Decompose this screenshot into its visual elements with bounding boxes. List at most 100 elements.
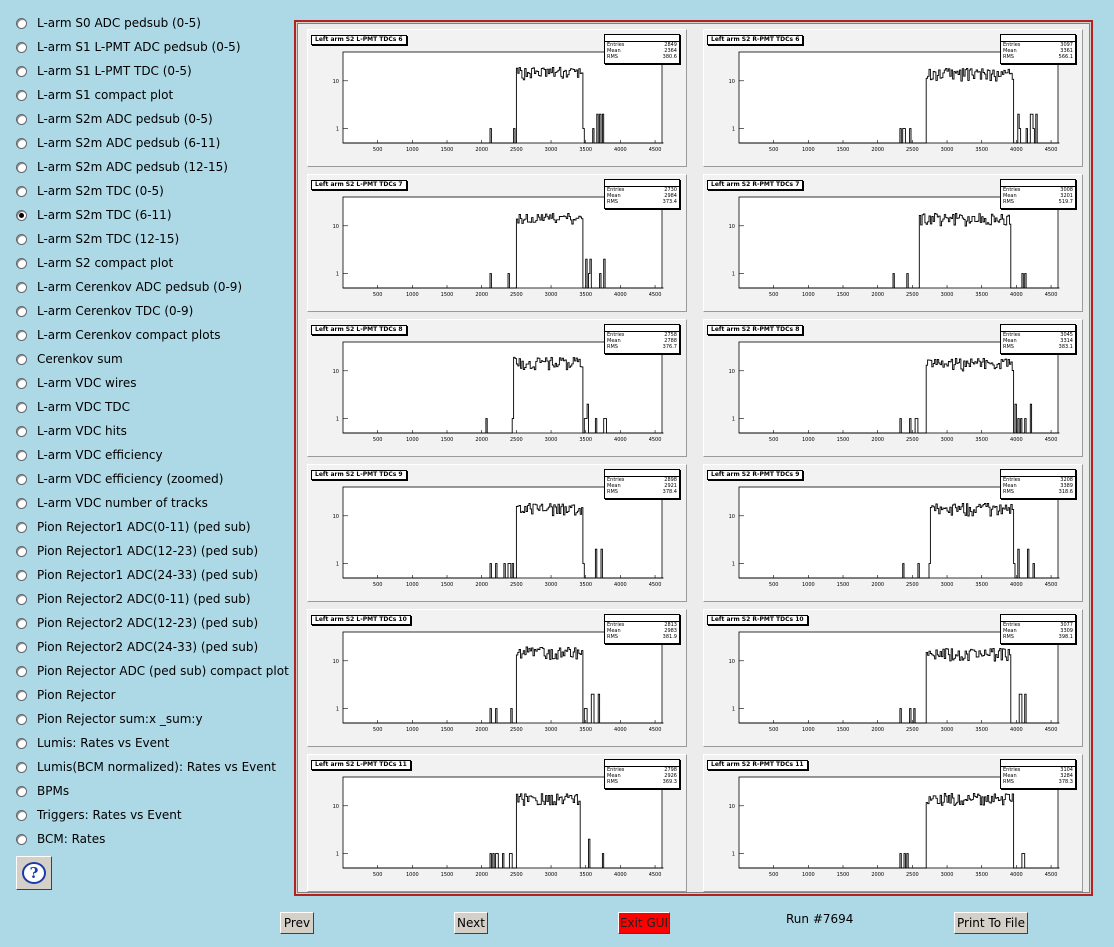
menu-radio-item[interactable]: BCM: Rates — [16, 829, 105, 849]
radio-button-icon[interactable] — [16, 785, 27, 797]
radio-button-icon[interactable] — [16, 401, 27, 413]
radio-button-icon[interactable] — [16, 305, 27, 317]
radio-button-icon[interactable] — [16, 761, 27, 773]
histogram-pad[interactable]: 500 1000 1500 2000 2500 3000 3500 4000 4500 10 1 Le… — [703, 464, 1083, 602]
menu-radio-item[interactable]: L-arm S1 compact plot — [16, 85, 173, 105]
menu-radio-item[interactable]: L-arm Cerenkov ADC pedsub (0-9) — [16, 277, 242, 297]
radio-button-icon[interactable] — [16, 473, 27, 485]
radio-button-icon[interactable] — [16, 689, 27, 701]
histogram-series-line — [343, 646, 664, 724]
radio-button-icon[interactable] — [16, 809, 27, 821]
radio-button-icon[interactable] — [16, 281, 27, 293]
radio-button-icon[interactable] — [16, 665, 27, 677]
stats-box-header — [605, 470, 679, 477]
y-tick-label: 10 — [729, 514, 735, 520]
print-to-file-button[interactable]: Print To File — [954, 912, 1028, 934]
histogram-pad[interactable]: 500 1000 1500 2000 2500 3000 3500 4000 4500 10 1 Le… — [703, 609, 1083, 747]
histogram-pad[interactable]: 500 1000 1500 2000 2500 3000 3500 4000 4500 10 1 Le… — [703, 319, 1083, 457]
radio-button-icon[interactable] — [16, 209, 27, 221]
histogram-pad[interactable]: 500 1000 1500 2000 2500 3000 3500 4000 4500 10 1 Le… — [307, 754, 687, 892]
radio-button-icon[interactable] — [16, 521, 27, 533]
menu-radio-item[interactable]: L-arm VDC TDC — [16, 397, 130, 417]
menu-radio-item[interactable]: L-arm S2m ADC pedsub (12-15) — [16, 157, 228, 177]
radio-button-icon[interactable] — [16, 449, 27, 461]
next-button[interactable]: Next — [454, 912, 488, 934]
radio-button-icon[interactable] — [16, 257, 27, 269]
menu-radio-item[interactable]: L-arm S2 compact plot — [16, 253, 173, 273]
menu-radio-item[interactable]: Triggers: Rates vs Event — [16, 805, 182, 825]
menu-radio-item[interactable]: L-arm S2m TDC (6-11) — [16, 205, 172, 225]
radio-button-icon[interactable] — [16, 569, 27, 581]
histogram-pad[interactable]: 500 1000 1500 2000 2500 3000 3500 4000 4500 10 1 Le… — [307, 29, 687, 167]
histogram-pad[interactable]: 500 1000 1500 2000 2500 3000 3500 4000 4500 10 1 Le… — [703, 174, 1083, 312]
x-tick-label: 4000 — [1010, 582, 1023, 588]
histogram-pad[interactable]: 500 1000 1500 2000 2500 3000 3500 4000 4500 10 1 Le… — [307, 174, 687, 312]
menu-radio-item[interactable]: Cerenkov sum — [16, 349, 123, 369]
menu-radio-item[interactable]: Pion Rejector sum:x _sum:y — [16, 709, 203, 729]
menu-radio-item[interactable]: Pion Rejector1 ADC(0-11) (ped sub) — [16, 517, 251, 537]
y-tick-label: 10 — [729, 804, 735, 810]
menu-radio-item[interactable]: L-arm Cerenkov TDC (0-9) — [16, 301, 193, 321]
menu-radio-item[interactable]: L-arm S2m ADC pedsub (6-11) — [16, 133, 220, 153]
menu-radio-item[interactable]: L-arm S1 L-PMT ADC pedsub (0-5) — [16, 37, 241, 57]
menu-radio-item[interactable]: L-arm S2m ADC pedsub (0-5) — [16, 109, 213, 129]
exit-gui-button[interactable]: Exit GUI — [618, 912, 670, 934]
radio-button-icon[interactable] — [16, 713, 27, 725]
radio-button-icon[interactable] — [16, 113, 27, 125]
menu-radio-item[interactable]: Pion Rejector2 ADC(12-23) (ped sub) — [16, 613, 258, 633]
radio-button-icon[interactable] — [16, 593, 27, 605]
radio-button-icon[interactable] — [16, 833, 27, 845]
histogram-pad[interactable]: 500 1000 1500 2000 2500 3000 3500 4000 4500 10 1 Le… — [307, 464, 687, 602]
radio-button-icon[interactable] — [16, 377, 27, 389]
menu-radio-item[interactable]: Pion Rejector ADC (ped sub) compact plot — [16, 661, 289, 681]
help-button[interactable]: ? — [16, 856, 52, 890]
radio-button-icon[interactable] — [16, 737, 27, 749]
radio-button-icon[interactable] — [16, 137, 27, 149]
menu-radio-item[interactable]: Pion Rejector2 ADC(24-33) (ped sub) — [16, 637, 258, 657]
histogram-series-line — [739, 792, 1060, 869]
radio-button-icon[interactable] — [16, 497, 27, 509]
stats-value: 380.6 — [662, 54, 677, 60]
x-tick-label: 4500 — [1045, 582, 1058, 588]
histogram-pad[interactable]: 500 1000 1500 2000 2500 3000 3500 4000 4500 10 1 Le… — [703, 754, 1083, 892]
radio-button-icon[interactable] — [16, 41, 27, 53]
menu-radio-item[interactable]: L-arm VDC number of tracks — [16, 493, 208, 513]
stats-key: Mean — [1003, 193, 1017, 199]
radio-button-icon[interactable] — [16, 641, 27, 653]
radio-button-icon[interactable] — [16, 185, 27, 197]
menu-radio-item[interactable]: L-arm S0 ADC pedsub (0-5) — [16, 13, 201, 33]
menu-radio-item[interactable]: Lumis: Rates vs Event — [16, 733, 169, 753]
menu-radio-item[interactable]: Pion Rejector1 ADC(24-33) (ped sub) — [16, 565, 258, 585]
menu-radio-item[interactable]: L-arm VDC wires — [16, 373, 136, 393]
histogram-pad[interactable]: 500 1000 1500 2000 2500 3000 3500 4000 4500 10 1 Le… — [307, 319, 687, 457]
radio-button-icon[interactable] — [16, 353, 27, 365]
menu-radio-item[interactable]: L-arm Cerenkov compact plots — [16, 325, 221, 345]
radio-button-icon[interactable] — [16, 545, 27, 557]
histogram-pad[interactable]: 500 1000 1500 2000 2500 3000 3500 4000 4500 10 1 Le… — [703, 29, 1083, 167]
y-tick-label: 1 — [336, 562, 339, 568]
radio-button-icon[interactable] — [16, 233, 27, 245]
prev-button[interactable]: Prev — [280, 912, 314, 934]
menu-radio-item[interactable]: L-arm S1 L-PMT TDC (0-5) — [16, 61, 192, 81]
menu-radio-item[interactable]: Pion Rejector1 ADC(12-23) (ped sub) — [16, 541, 258, 561]
radio-button-icon[interactable] — [16, 425, 27, 437]
radio-button-icon[interactable] — [16, 617, 27, 629]
radio-button-icon[interactable] — [16, 65, 27, 77]
radio-button-icon[interactable] — [16, 161, 27, 173]
stats-row: Entries 3097 — [1001, 42, 1075, 48]
menu-radio-item[interactable]: BPMs — [16, 781, 69, 801]
menu-radio-item[interactable]: L-arm VDC hits — [16, 421, 127, 441]
radio-button-icon[interactable] — [16, 17, 27, 29]
histogram-pad[interactable]: 500 1000 1500 2000 2500 3000 3500 4000 4500 10 1 Le… — [307, 609, 687, 747]
menu-radio-item[interactable]: L-arm VDC efficiency (zoomed) — [16, 469, 223, 489]
menu-radio-item[interactable]: L-arm VDC efficiency — [16, 445, 163, 465]
menu-radio-item[interactable]: Pion Rejector — [16, 685, 116, 705]
stats-value: 2926 — [664, 773, 677, 779]
radio-button-icon[interactable] — [16, 329, 27, 341]
menu-radio-item[interactable]: L-arm S2m TDC (12-15) — [16, 229, 179, 249]
menu-radio-item[interactable]: Lumis(BCM normalized): Rates vs Event — [16, 757, 276, 777]
radio-button-icon[interactable] — [16, 89, 27, 101]
stats-row: RMS 380.6 — [605, 54, 679, 60]
menu-radio-item[interactable]: L-arm S2m TDC (0-5) — [16, 181, 164, 201]
menu-radio-item[interactable]: Pion Rejector2 ADC(0-11) (ped sub) — [16, 589, 251, 609]
